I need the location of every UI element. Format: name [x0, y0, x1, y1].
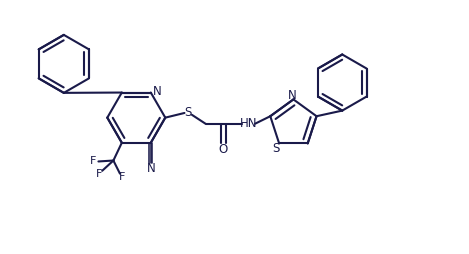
Text: HN: HN	[240, 117, 257, 130]
Text: N: N	[146, 163, 155, 176]
Text: O: O	[219, 143, 228, 156]
Text: N: N	[153, 85, 161, 98]
Text: F: F	[90, 156, 96, 166]
Text: N: N	[287, 89, 296, 102]
Text: S: S	[184, 105, 191, 119]
Text: S: S	[272, 141, 280, 155]
Text: F: F	[119, 172, 125, 182]
Text: F: F	[96, 169, 103, 179]
